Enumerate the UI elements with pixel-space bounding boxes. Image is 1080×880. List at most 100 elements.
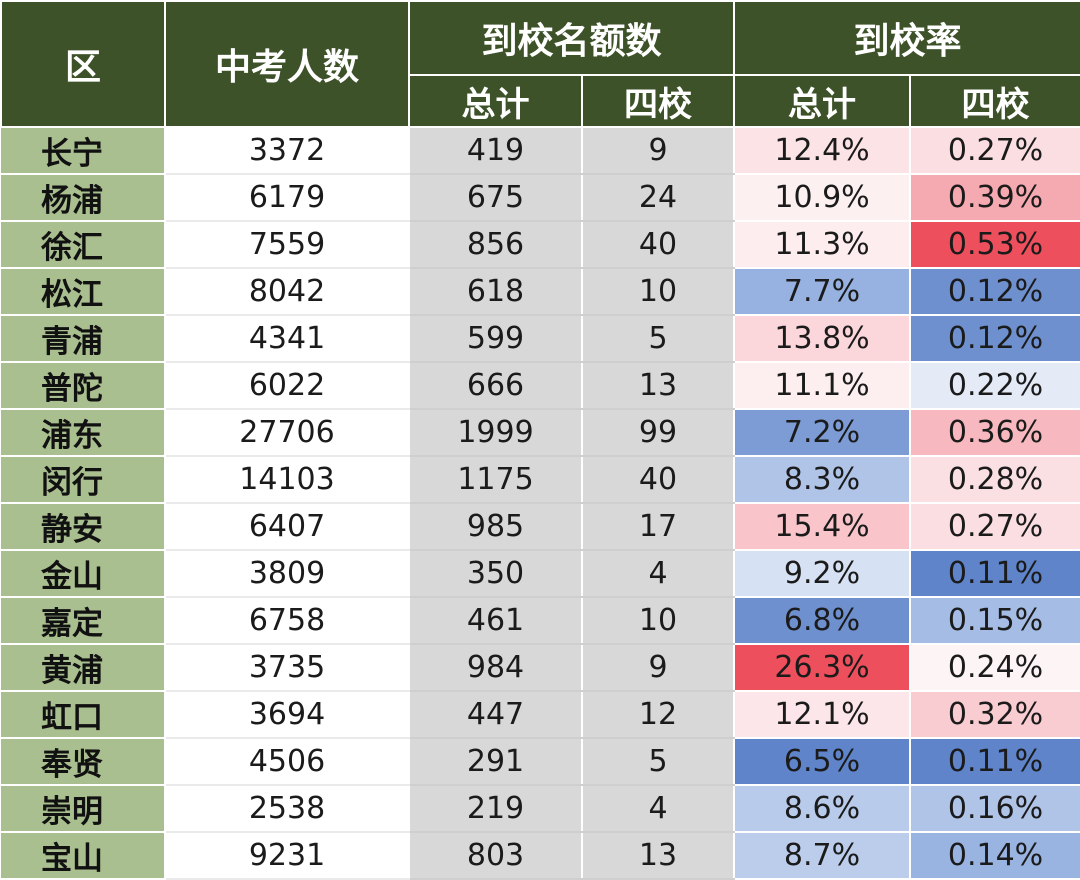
table-row: 崇明 2538 219 4 8.6% 0.16%: [1, 785, 1080, 833]
quota-four-cell: 99: [582, 409, 736, 457]
exam-takers-cell: 4506: [165, 738, 410, 786]
quota-total-cell: 618: [409, 268, 583, 316]
quota-four-cell: 40: [582, 221, 736, 269]
quota-four-cell: 9: [582, 127, 736, 175]
quota-four-cell: 13: [582, 832, 736, 880]
rate-total-cell: 13.8%: [734, 315, 912, 363]
rate-four-cell: 0.22%: [910, 362, 1080, 410]
quota-total-cell: 1999: [409, 409, 583, 457]
table-row: 黄浦 3735 984 9 26.3% 0.24%: [1, 644, 1080, 692]
table-row: 长宁 3372 419 9 12.4% 0.27%: [1, 127, 1080, 175]
district-cell: 松江: [1, 268, 166, 316]
table-row: 宝山 9231 803 13 8.7% 0.14%: [1, 832, 1080, 880]
quota-total-cell: 447: [409, 691, 583, 739]
rate-four-cell: 0.11%: [910, 738, 1080, 786]
exam-takers-cell: 27706: [165, 409, 410, 457]
rate-four-cell: 0.27%: [910, 503, 1080, 551]
table-header: 区 中考人数 到校名额数 到校率 总计 四校 总计 四校: [0, 0, 1080, 128]
exam-takers-cell: 14103: [165, 456, 410, 504]
quota-total-cell: 984: [409, 644, 583, 692]
district-cell: 浦东: [1, 409, 166, 457]
quota-four-cell: 4: [582, 785, 736, 833]
district-cell: 金山: [1, 550, 166, 598]
header-quota-total: 总计: [408, 74, 583, 128]
rate-total-cell: 12.1%: [734, 691, 912, 739]
quota-four-cell: 17: [582, 503, 736, 551]
quota-four-cell: 10: [582, 597, 736, 645]
table-row: 静安 6407 985 17 15.4% 0.27%: [1, 503, 1080, 551]
exam-takers-cell: 6758: [165, 597, 410, 645]
district-cell: 徐汇: [1, 221, 166, 269]
exam-takers-cell: 8042: [165, 268, 410, 316]
table-row: 徐汇 7559 856 40 11.3% 0.53%: [1, 221, 1080, 269]
header-rate-total: 总计: [733, 74, 912, 128]
rate-four-cell: 0.32%: [910, 691, 1080, 739]
rate-four-cell: 0.14%: [910, 832, 1080, 880]
rate-four-cell: 0.16%: [910, 785, 1080, 833]
quota-total-cell: 419: [409, 127, 583, 175]
exam-takers-cell: 4341: [165, 315, 410, 363]
quota-four-cell: 9: [582, 644, 736, 692]
exam-takers-cell: 6022: [165, 362, 410, 410]
quota-four-cell: 10: [582, 268, 736, 316]
rate-four-cell: 0.12%: [910, 268, 1080, 316]
table-body: 长宁 3372 419 9 12.4% 0.27% 杨浦 6179 675 24 10.9% 0.39…: [1, 127, 1080, 880]
header-quota-four: 四校: [580, 74, 736, 128]
rate-total-cell: 26.3%: [734, 644, 912, 692]
header-rate-group: 到校率: [733, 0, 1080, 76]
rate-four-cell: 0.15%: [910, 597, 1080, 645]
quota-four-cell: 5: [582, 315, 736, 363]
quota-total-cell: 461: [409, 597, 583, 645]
table-row: 金山 3809 350 4 9.2% 0.11%: [1, 550, 1080, 598]
table-row: 青浦 4341 599 5 13.8% 0.12%: [1, 315, 1080, 363]
table-row: 嘉定 6758 461 10 6.8% 0.15%: [1, 597, 1080, 645]
table-row: 奉贤 4506 291 5 6.5% 0.11%: [1, 738, 1080, 786]
rate-total-cell: 6.8%: [734, 597, 912, 645]
quota-total-cell: 291: [409, 738, 583, 786]
district-cell: 奉贤: [1, 738, 166, 786]
quota-four-cell: 13: [582, 362, 736, 410]
header-quota-group: 到校名额数: [407, 0, 736, 76]
exam-takers-cell: 3809: [165, 550, 410, 598]
district-cell: 宝山: [1, 832, 166, 880]
district-cell: 虹口: [1, 691, 166, 739]
rate-four-cell: 0.27%: [910, 127, 1080, 175]
quota-total-cell: 350: [409, 550, 583, 598]
rate-total-cell: 15.4%: [734, 503, 912, 551]
table-row: 浦东 27706 1999 99 7.2% 0.36%: [1, 409, 1080, 457]
district-cell: 闵行: [1, 456, 166, 504]
rate-total-cell: 7.2%: [734, 409, 912, 457]
rate-total-cell: 8.3%: [734, 456, 912, 504]
quota-total-cell: 219: [409, 785, 583, 833]
rate-total-cell: 11.3%: [734, 221, 912, 269]
header-rate-four: 四校: [909, 74, 1080, 128]
district-cell: 青浦: [1, 315, 166, 363]
exam-takers-cell: 6179: [165, 174, 410, 222]
exam-takers-cell: 3735: [165, 644, 410, 692]
rate-total-cell: 7.7%: [734, 268, 912, 316]
district-cell: 黄浦: [1, 644, 166, 692]
quota-total-cell: 985: [409, 503, 583, 551]
rate-total-cell: 8.7%: [734, 832, 912, 880]
rate-total-cell: 8.6%: [734, 785, 912, 833]
quota-total-cell: 666: [409, 362, 583, 410]
exam-takers-cell: 3372: [165, 127, 410, 175]
exam-takers-cell: 2538: [165, 785, 410, 833]
table-row: 普陀 6022 666 13 11.1% 0.22%: [1, 362, 1080, 410]
exam-takers-cell: 9231: [165, 832, 410, 880]
rate-total-cell: 9.2%: [734, 550, 912, 598]
exam-takers-cell: 6407: [165, 503, 410, 551]
district-cell: 嘉定: [1, 597, 166, 645]
rate-four-cell: 0.36%: [910, 409, 1080, 457]
rate-four-cell: 0.11%: [910, 550, 1080, 598]
quota-four-cell: 40: [582, 456, 736, 504]
table-row: 虹口 3694 447 12 12.1% 0.32%: [1, 691, 1080, 739]
quota-four-cell: 12: [582, 691, 736, 739]
rate-total-cell: 12.4%: [734, 127, 912, 175]
quota-total-cell: 599: [409, 315, 583, 363]
table-row: 闵行 14103 1175 40 8.3% 0.28%: [1, 456, 1080, 504]
rate-four-cell: 0.12%: [910, 315, 1080, 363]
quota-four-cell: 24: [582, 174, 736, 222]
table-row: 松江 8042 618 10 7.7% 0.12%: [1, 268, 1080, 316]
